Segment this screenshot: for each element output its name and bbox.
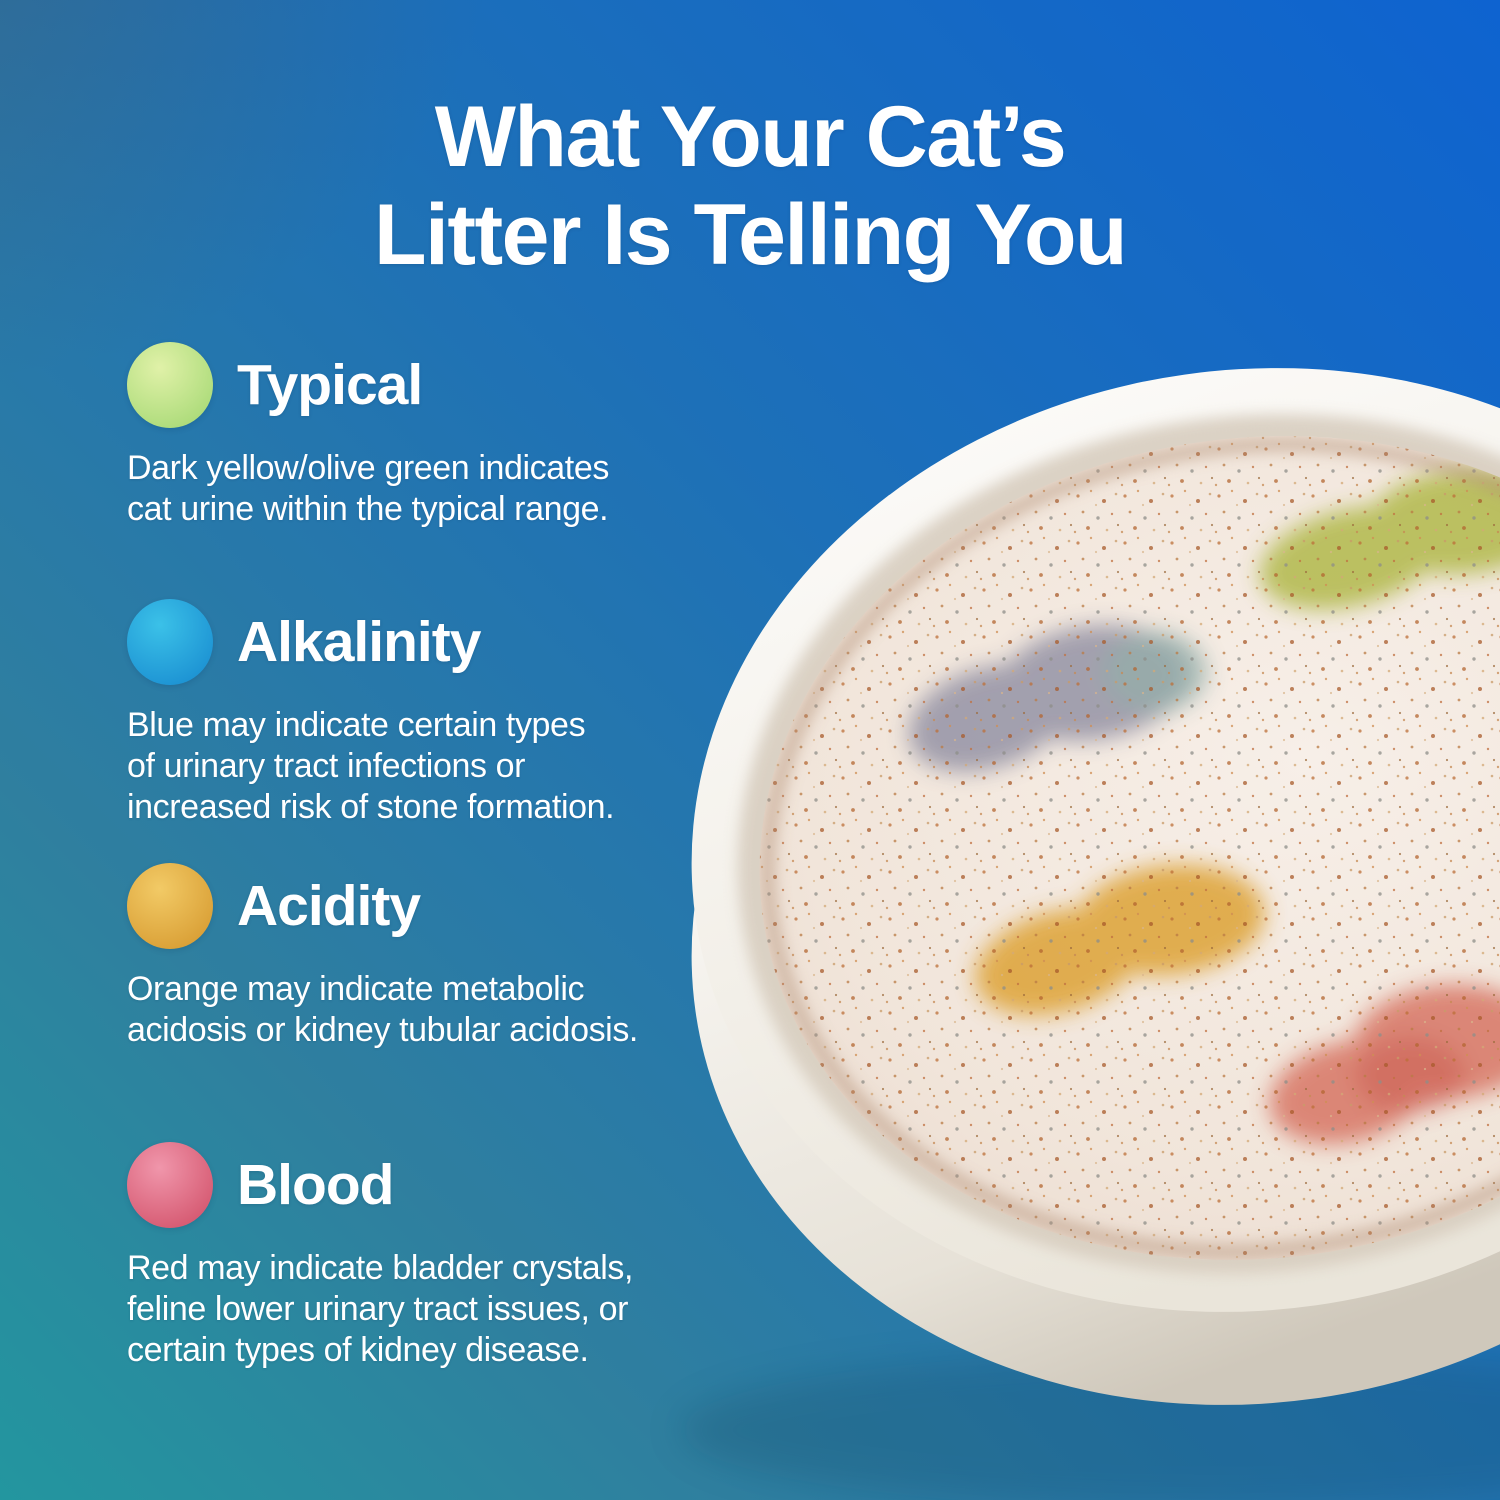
- legend-section-blood: Blood Red may indicate bladder crystals,…: [127, 1142, 747, 1371]
- legend-section-description: Red may indicate bladder crystals, feline…: [127, 1249, 634, 1369]
- page-title-line-1: What Your Cat’s: [434, 89, 1067, 185]
- legend-section-header: Blood: [127, 1142, 747, 1228]
- legend-section-header: Acidity: [127, 863, 747, 949]
- legend-section-header: Alkalinity: [127, 599, 747, 685]
- legend-section-description: Dark yellow/olive green indicates cat uri…: [127, 449, 609, 528]
- typical-color-dot: [127, 342, 213, 428]
- legend-section-typical: Typical Dark yellow/olive green indicate…: [127, 342, 747, 530]
- legend-section-acidity: Acidity Orange may indicate metabolic aci…: [127, 863, 747, 1051]
- legend-section-alkalinity: Alkalinity Blue may indicate certain typ…: [127, 599, 747, 828]
- litter-edge-shadow: [759, 436, 1500, 1260]
- blood-color-dot: [127, 1142, 213, 1228]
- acidity-color-dot: [127, 863, 213, 949]
- page-title: What Your Cat’s Litter Is Telling You: [0, 88, 1500, 284]
- legend-section-label: Alkalinity: [237, 610, 481, 674]
- alkalinity-color-dot: [127, 599, 213, 685]
- litter-dish-photo: [680, 368, 1500, 1500]
- legend-section-description: Orange may indicate metabolic acidosis or…: [127, 970, 638, 1049]
- page-title-line-2: Litter Is Telling You: [373, 187, 1128, 283]
- legend-section-label: Blood: [237, 1153, 394, 1217]
- legend-section-label: Acidity: [237, 874, 421, 938]
- legend-section-header: Typical: [127, 342, 747, 428]
- legend-section-label: Typical: [237, 353, 423, 417]
- legend-section-description: Blue may indicate certain types of urinar…: [127, 706, 615, 826]
